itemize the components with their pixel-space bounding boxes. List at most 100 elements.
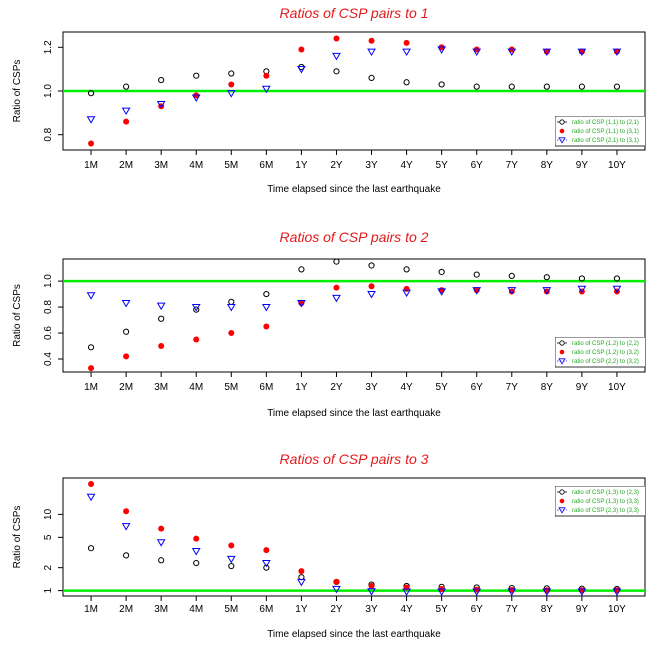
- data-point-s2: [123, 118, 130, 125]
- data-point-s2: [403, 39, 410, 46]
- legend: ratio of CSP (1,2) to (2,2) ratio of CSP …: [555, 337, 645, 368]
- data-point-s3: [191, 303, 201, 312]
- data-point-s1: [333, 258, 340, 265]
- data-point-s3: [261, 85, 271, 94]
- data-point-s3: [542, 48, 552, 57]
- data-point-s2: [228, 330, 235, 337]
- data-point-s1: [543, 274, 550, 281]
- data-point-s3: [191, 547, 201, 556]
- data-point-s1: [87, 344, 95, 351]
- x-tick-label: 4Y: [400, 160, 413, 171]
- data-point-s2: [158, 525, 165, 532]
- x-tick-label: 9Y: [576, 604, 589, 615]
- x-tick-label: 2Y: [330, 382, 343, 393]
- legend-label: ratio of CSP (2,1) to (3,1): [572, 138, 639, 144]
- legend-marker: [559, 349, 565, 355]
- x-tick-label: 1Y: [295, 160, 308, 171]
- data-point-s3: [297, 300, 306, 308]
- data-point-s3: [437, 288, 447, 296]
- data-point-s1: [298, 266, 305, 273]
- data-point-s3: [156, 539, 166, 547]
- data-point-s3: [332, 585, 341, 594]
- x-tick-label: 2M: [119, 604, 133, 615]
- x-tick-label: 6M: [259, 382, 273, 393]
- x-axis-label: Time elapsed since the last earthquake: [267, 184, 441, 195]
- data-point-s3: [507, 287, 517, 295]
- data-point-s3: [86, 493, 96, 502]
- x-tick-label: 9Y: [576, 160, 589, 171]
- data-point-s1: [158, 315, 165, 322]
- data-point-s1: [368, 74, 375, 81]
- data-point-s3: [402, 289, 411, 298]
- y-tick-label: 1.0: [43, 84, 54, 98]
- data-point-s3: [121, 300, 131, 308]
- legend-marker: [558, 358, 566, 365]
- y-tick-label: 0.4: [43, 352, 54, 366]
- data-point-s1: [333, 68, 340, 75]
- data-point-s1: [263, 564, 270, 571]
- chart-panel-3: Ratios of CSP pairs to 3 1 2 5 10 1M 2M 3M 4M 5M 6…: [12, 451, 646, 640]
- data-point-s2: [368, 582, 375, 589]
- x-tick-label: 9Y: [576, 382, 589, 393]
- y-tick-label: 10: [43, 508, 54, 520]
- x-tick-label: 5Y: [436, 382, 449, 393]
- data-point-s2: [333, 35, 340, 42]
- legend-label: ratio of CSP (1,3) to (3,3): [572, 499, 639, 505]
- legend-label: ratio of CSP (2,3) to (3,3): [572, 508, 639, 514]
- x-tick-label: 6Y: [471, 160, 484, 171]
- data-point-s3: [367, 48, 376, 57]
- x-tick-label: 2Y: [330, 604, 343, 615]
- chart-panel-1: Ratios of CSP pairs to 1 0.8 1.0 1.2 1M 2M 3M 4…: [12, 5, 646, 195]
- x-tick-label: 3Y: [365, 382, 378, 393]
- y-tick-label: 0.6: [43, 326, 54, 340]
- x-axis-label: Time elapsed since the last earthquake: [267, 629, 441, 640]
- data-point-s1: [228, 70, 235, 77]
- data-point-s1: [87, 90, 95, 97]
- data-point-s1: [438, 268, 445, 276]
- data-point-s3: [507, 588, 517, 597]
- x-tick-label: 3Y: [365, 160, 378, 171]
- data-point-s1: [193, 72, 200, 79]
- data-point-s3: [261, 559, 271, 568]
- x-tick-label: 1M: [84, 382, 98, 393]
- x-tick-label: 7Y: [506, 604, 519, 615]
- data-point-s3: [156, 101, 166, 109]
- data-point-s2: [508, 288, 515, 295]
- x-tick-label: 3M: [154, 160, 168, 171]
- x-tick-label: 4M: [189, 604, 203, 615]
- x-tick-label: 8Y: [541, 160, 554, 171]
- data-point-s3: [577, 588, 587, 597]
- x-tick-label: 10Y: [608, 604, 626, 615]
- x-tick-label: 8Y: [541, 604, 554, 615]
- data-point-s2: [508, 586, 515, 593]
- data-point-s2: [403, 584, 410, 591]
- data-point-s2: [88, 481, 95, 488]
- data-point-s3: [297, 578, 306, 587]
- data-point-s3: [86, 116, 96, 124]
- x-tick-label: 10Y: [608, 160, 626, 171]
- x-tick-label: 6Y: [471, 604, 484, 615]
- data-point-s3: [542, 287, 552, 295]
- data-point-s1: [263, 290, 270, 298]
- data-point-s2: [193, 535, 200, 542]
- data-point-s1: [193, 306, 200, 313]
- y-axis-label: Ratio of CSPs: [12, 60, 23, 123]
- chart-title: Ratios of CSP pairs to 2: [280, 229, 429, 245]
- x-tick-label: 4Y: [400, 382, 413, 393]
- legend-box: [555, 116, 645, 147]
- data-point-s2: [438, 287, 445, 294]
- data-point-s2: [158, 343, 165, 350]
- chart-title: Ratios of CSP pairs to 3: [280, 451, 429, 467]
- data-point-s3: [577, 48, 587, 57]
- x-tick-label: 6Y: [471, 382, 484, 393]
- data-point-s1: [193, 559, 200, 567]
- chart-panel-2: Ratios of CSP pairs to 2 0.4 0.6 0.8 1.0 1M 2M…: [12, 229, 646, 419]
- data-point-s2: [263, 72, 270, 79]
- x-axis-label: Time elapsed since the last earthquake: [267, 408, 441, 419]
- data-point-s1: [368, 262, 375, 269]
- data-point-s2: [298, 46, 305, 53]
- x-tick-label: 1M: [84, 160, 98, 171]
- data-point-s2: [298, 568, 305, 575]
- y-tick-label: 1: [43, 587, 54, 593]
- x-tick-label: 5M: [224, 160, 238, 171]
